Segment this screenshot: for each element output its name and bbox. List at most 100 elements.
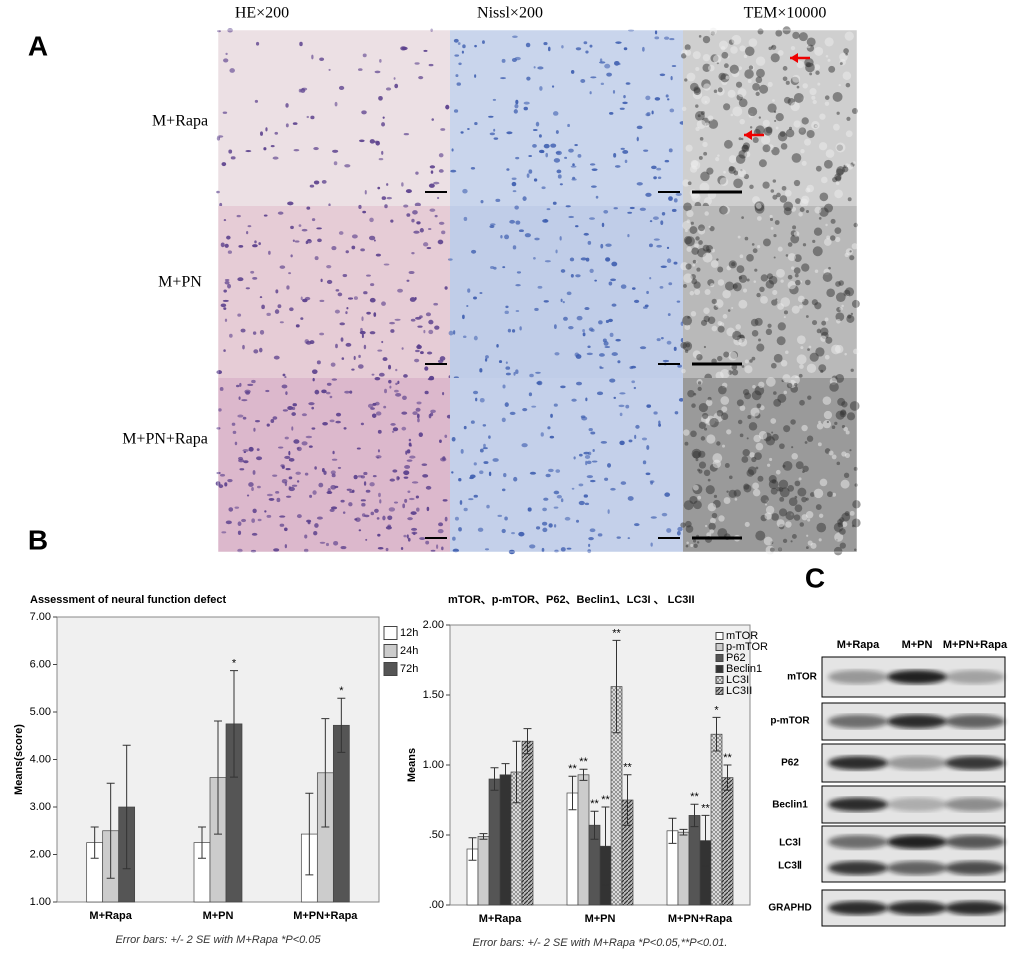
texture xyxy=(715,157,720,162)
texture xyxy=(833,123,840,131)
cell xyxy=(242,449,249,452)
texture xyxy=(812,99,817,105)
cell xyxy=(276,497,281,503)
texture xyxy=(842,71,852,81)
significance: ** xyxy=(590,798,599,810)
cell xyxy=(407,490,411,493)
cell xyxy=(221,162,227,167)
band xyxy=(887,861,947,875)
texture xyxy=(695,458,699,462)
cell xyxy=(340,545,347,550)
texture xyxy=(744,359,749,364)
cell xyxy=(666,258,672,264)
cell xyxy=(407,517,413,521)
cell xyxy=(458,527,462,532)
texture xyxy=(783,96,791,104)
texture xyxy=(697,381,702,385)
texture xyxy=(791,453,798,460)
cell xyxy=(559,236,562,241)
texture xyxy=(750,407,760,417)
cell xyxy=(515,369,519,375)
cell xyxy=(401,426,407,431)
cell xyxy=(610,487,616,491)
cell xyxy=(625,404,630,409)
texture xyxy=(849,255,855,261)
texture xyxy=(754,452,762,460)
cell xyxy=(437,359,444,364)
texture xyxy=(691,247,699,255)
cell xyxy=(583,494,589,498)
texture xyxy=(725,75,730,80)
cell xyxy=(453,109,459,113)
texture xyxy=(844,31,854,41)
cell xyxy=(321,468,325,473)
texture xyxy=(845,248,853,256)
error-bar xyxy=(612,639,621,734)
micrograph xyxy=(450,378,683,552)
cell xyxy=(321,389,327,394)
cell xyxy=(402,395,407,400)
cell xyxy=(403,132,410,136)
y-tick-label: 4.00 xyxy=(30,753,51,765)
cell xyxy=(461,50,464,54)
texture xyxy=(790,419,796,425)
cell xyxy=(531,405,537,408)
significance: ** xyxy=(612,627,621,639)
cell xyxy=(608,318,613,323)
cell xyxy=(656,244,662,248)
cell xyxy=(648,243,653,248)
cell xyxy=(337,292,343,297)
texture xyxy=(777,303,784,310)
texture xyxy=(766,273,773,280)
bar xyxy=(710,733,723,906)
texture xyxy=(735,324,742,330)
texture xyxy=(703,469,711,477)
texture xyxy=(805,210,810,214)
cell xyxy=(425,312,432,317)
cell xyxy=(544,260,551,263)
cell xyxy=(518,229,524,233)
cell xyxy=(650,516,657,519)
cell xyxy=(423,329,426,334)
texture xyxy=(838,83,841,87)
cell xyxy=(353,296,358,300)
cell xyxy=(603,209,609,214)
texture xyxy=(835,236,841,243)
cell xyxy=(575,354,582,359)
cell xyxy=(388,507,396,512)
cell xyxy=(320,278,323,283)
cell xyxy=(303,548,309,553)
texture xyxy=(786,382,793,389)
cell xyxy=(471,249,477,254)
texture xyxy=(737,169,747,178)
cell xyxy=(490,265,495,269)
cell xyxy=(599,58,603,62)
cell xyxy=(335,289,340,292)
texture xyxy=(729,475,733,480)
texture xyxy=(732,283,738,289)
texture xyxy=(792,225,797,230)
cell xyxy=(428,375,435,381)
cell xyxy=(278,446,284,449)
texture xyxy=(755,91,760,97)
texture xyxy=(765,503,768,506)
texture xyxy=(787,242,793,247)
cell xyxy=(338,231,344,235)
texture xyxy=(806,363,817,374)
cell xyxy=(543,300,549,303)
cell xyxy=(377,533,381,537)
texture xyxy=(699,137,704,141)
texture xyxy=(807,348,810,351)
cell xyxy=(618,404,625,408)
texture xyxy=(820,335,827,342)
cell xyxy=(654,97,661,101)
cell xyxy=(369,217,374,223)
texture xyxy=(722,314,728,319)
cell xyxy=(660,336,664,340)
texture xyxy=(777,322,786,331)
cell xyxy=(594,279,597,282)
cell xyxy=(378,95,383,101)
texture xyxy=(717,528,728,539)
cell xyxy=(349,390,353,394)
texture xyxy=(758,159,767,168)
